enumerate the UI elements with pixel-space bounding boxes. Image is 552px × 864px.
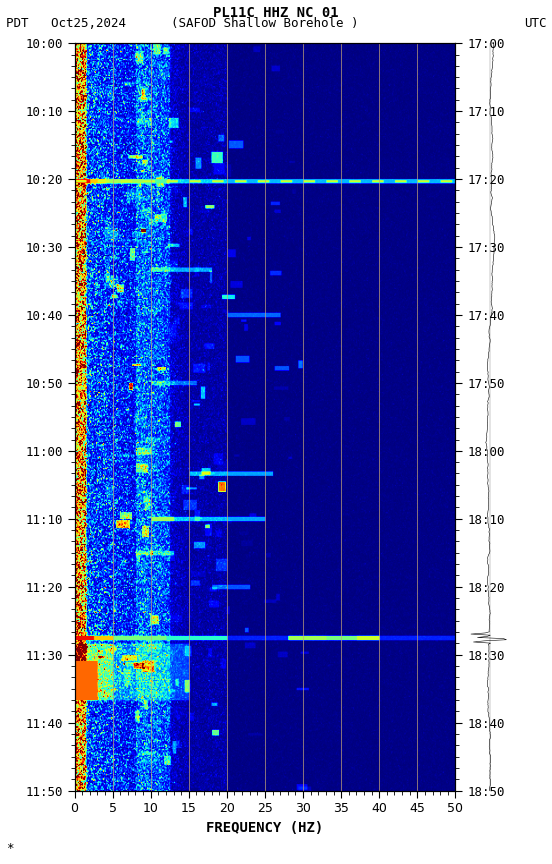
Text: *: * <box>6 842 13 855</box>
X-axis label: FREQUENCY (HZ): FREQUENCY (HZ) <box>206 821 323 835</box>
Text: PL11C HHZ NC 01: PL11C HHZ NC 01 <box>213 6 339 20</box>
Text: PDT   Oct25,2024      (SAFOD Shallow Borehole ): PDT Oct25,2024 (SAFOD Shallow Borehole ) <box>6 17 358 30</box>
Text: UTC: UTC <box>524 17 546 30</box>
